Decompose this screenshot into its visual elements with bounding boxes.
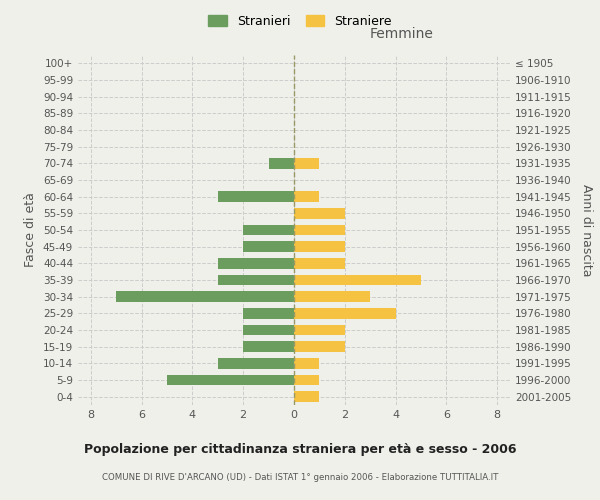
Bar (294, 208, 345, 219)
Y-axis label: Fasce di età: Fasce di età (25, 192, 37, 268)
Bar (294, 258, 345, 269)
Bar (294, 374, 319, 386)
Bar (167, 374, 294, 386)
Bar (243, 308, 294, 319)
Bar (294, 274, 421, 285)
Bar (243, 224, 294, 235)
Bar (218, 358, 294, 369)
Bar (269, 158, 294, 169)
Bar (294, 242, 345, 252)
Bar (294, 158, 319, 169)
Text: Popolazione per cittadinanza straniera per età e sesso - 2006: Popolazione per cittadinanza straniera p… (84, 442, 516, 456)
Bar (243, 341, 294, 352)
Bar (294, 341, 345, 352)
Bar (294, 224, 345, 235)
Bar (294, 324, 345, 336)
Bar (243, 242, 294, 252)
Bar (294, 291, 370, 302)
Text: Femmine: Femmine (370, 27, 434, 41)
Bar (294, 391, 319, 402)
Bar (294, 358, 319, 369)
Y-axis label: Anni di nascita: Anni di nascita (580, 184, 593, 276)
Bar (294, 192, 319, 202)
Bar (218, 274, 294, 285)
Bar (294, 308, 395, 319)
Bar (116, 291, 294, 302)
Text: COMUNE DI RIVE D'ARCANO (UD) - Dati ISTAT 1° gennaio 2006 - Elaborazione TUTTITA: COMUNE DI RIVE D'ARCANO (UD) - Dati ISTA… (102, 472, 498, 482)
Bar (243, 324, 294, 336)
Legend: Stranieri, Straniere: Stranieri, Straniere (205, 11, 395, 32)
Bar (218, 258, 294, 269)
Bar (218, 192, 294, 202)
